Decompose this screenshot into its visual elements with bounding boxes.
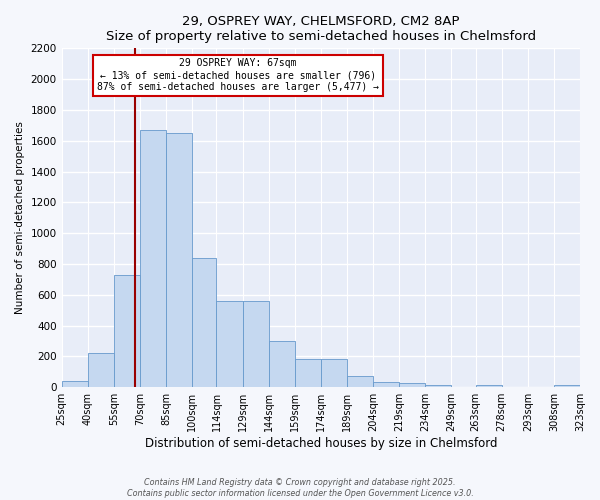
Text: 29 OSPREY WAY: 67sqm
← 13% of semi-detached houses are smaller (796)
87% of semi: 29 OSPREY WAY: 67sqm ← 13% of semi-detac… bbox=[97, 58, 379, 92]
Bar bbox=[399, 384, 425, 387]
Bar bbox=[425, 385, 451, 387]
Bar bbox=[269, 341, 295, 387]
Bar bbox=[321, 360, 347, 387]
Bar bbox=[476, 385, 502, 387]
X-axis label: Distribution of semi-detached houses by size in Chelmsford: Distribution of semi-detached houses by … bbox=[145, 437, 497, 450]
Bar bbox=[347, 376, 373, 387]
Title: 29, OSPREY WAY, CHELMSFORD, CM2 8AP
Size of property relative to semi-detached h: 29, OSPREY WAY, CHELMSFORD, CM2 8AP Size… bbox=[106, 15, 536, 43]
Bar bbox=[62, 381, 88, 387]
Bar bbox=[166, 133, 192, 387]
Bar bbox=[140, 130, 166, 387]
Bar bbox=[217, 301, 242, 387]
Text: Contains HM Land Registry data © Crown copyright and database right 2025.
Contai: Contains HM Land Registry data © Crown c… bbox=[127, 478, 473, 498]
Bar bbox=[114, 275, 140, 387]
Bar bbox=[88, 354, 114, 387]
Bar bbox=[373, 382, 399, 387]
Bar bbox=[242, 301, 269, 387]
Bar bbox=[192, 258, 217, 387]
Y-axis label: Number of semi-detached properties: Number of semi-detached properties bbox=[15, 122, 25, 314]
Bar bbox=[295, 360, 321, 387]
Bar bbox=[554, 385, 580, 387]
